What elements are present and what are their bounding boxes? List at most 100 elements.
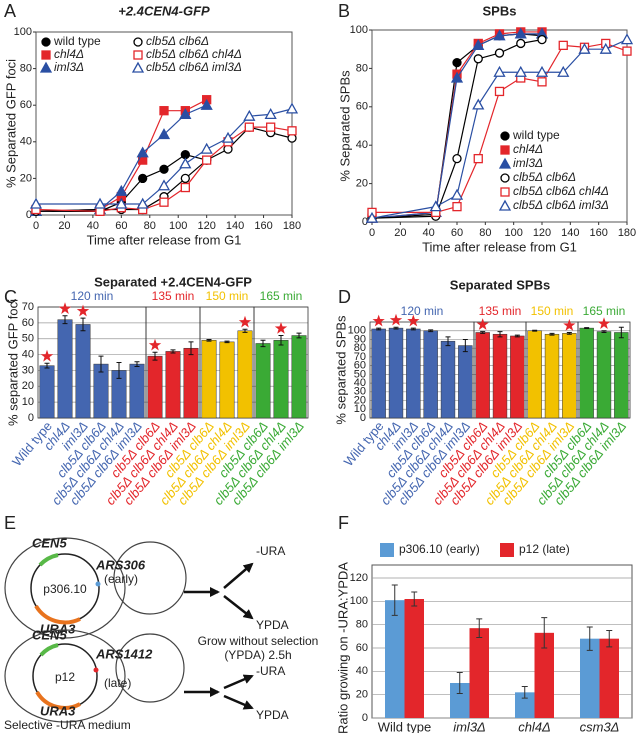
- x-tick-label: 120: [197, 220, 215, 232]
- data-point: [159, 164, 169, 174]
- data-point: [493, 65, 506, 77]
- bar: [544, 333, 560, 419]
- significance-star: [563, 319, 576, 331]
- bar: [614, 332, 629, 419]
- y-tick-label: 40: [22, 348, 34, 360]
- bar: [450, 683, 470, 718]
- data-point: [115, 184, 128, 196]
- x-axis-label: Time after release from G1: [422, 239, 577, 254]
- x-tick-label: 160: [254, 220, 272, 232]
- data-point: [202, 155, 212, 165]
- chart-title: +2.4CEN4-GFP: [118, 3, 210, 18]
- outcome-label: -URA: [256, 544, 285, 558]
- x-tick-label: 100: [169, 220, 187, 232]
- medium-label: Selective -URA medium: [4, 718, 131, 732]
- origin-dot: [95, 581, 101, 587]
- arrow: [223, 595, 254, 620]
- y-tick-label: 40: [356, 665, 368, 677]
- y-tick-label: 100: [350, 24, 368, 36]
- x-tick-label: 180: [618, 227, 636, 239]
- data-point: [93, 197, 107, 209]
- panel-label: E: [4, 513, 16, 533]
- x-tick-label: 20: [58, 220, 70, 232]
- data-point: [578, 42, 591, 54]
- outcome-label: YPDA: [256, 618, 289, 632]
- legend-label: iml3Δ: [513, 156, 543, 170]
- x-tick-label: csm3Δ: [580, 719, 620, 733]
- significance-star: [389, 313, 403, 326]
- data-point: [180, 182, 190, 193]
- y-tick-label: 80: [356, 62, 368, 74]
- x-tick-label: 180: [283, 220, 301, 232]
- legend-label: clb5Δ clb6Δ chl4Δ: [513, 184, 609, 198]
- panel-label: A: [4, 1, 16, 21]
- y-tick-label: 20: [356, 689, 368, 701]
- legend-marker: [500, 145, 510, 155]
- x-tick-label: 80: [144, 220, 156, 232]
- error-bar: [480, 331, 486, 334]
- legend-marker: [500, 187, 510, 197]
- group-label: 165 min: [260, 289, 303, 303]
- legend-marker: [500, 173, 510, 183]
- bar: [201, 340, 217, 419]
- legend-label: chl4Δ: [54, 47, 84, 61]
- data-point: [115, 197, 128, 209]
- y-tick-label: 60: [356, 101, 368, 113]
- y-tick-label: 10: [22, 396, 34, 408]
- significance-star: [148, 338, 162, 351]
- error-bar: [586, 626, 593, 651]
- plasmid-label: p12: [55, 670, 75, 684]
- error-bar: [80, 317, 86, 332]
- bar: [515, 692, 535, 718]
- panel-label: C: [4, 287, 17, 307]
- data-point: [472, 98, 485, 110]
- bar: [596, 331, 612, 419]
- origin-dot: [93, 667, 99, 673]
- data-point: [494, 86, 505, 97]
- data-point: [157, 128, 171, 140]
- legend-label: clb5Δ clb6Δ iml3Δ: [146, 60, 242, 74]
- y-tick-label: 60: [354, 360, 366, 372]
- bar: [404, 599, 424, 718]
- bar: [39, 365, 55, 419]
- significance-star: [76, 304, 90, 317]
- bar: [273, 340, 289, 419]
- x-tick-label: chl4Δ: [518, 719, 551, 733]
- y-tick-label: 20: [22, 380, 34, 392]
- data-point: [622, 46, 632, 56]
- bar: [371, 328, 386, 419]
- origin-label: ARS1412: [95, 646, 153, 661]
- y-axis-label: Ratio growing on -URA:YPDA: [335, 562, 350, 733]
- y-tick-label: 0: [26, 209, 32, 221]
- y-tick-label: 40: [354, 377, 366, 389]
- cen-arc: [39, 643, 59, 657]
- group-label: 150 min: [531, 304, 574, 318]
- error-bar: [549, 332, 555, 336]
- significance-star: [372, 314, 385, 327]
- error-bar: [601, 330, 607, 333]
- y-tick-label: 70: [354, 351, 366, 363]
- data-point: [557, 65, 570, 77]
- data-point: [266, 122, 276, 132]
- y-tick-label: 120: [350, 572, 368, 584]
- data-point: [494, 48, 505, 58]
- bar: [527, 330, 542, 419]
- cell: [4, 537, 126, 639]
- x-tick-label: Wild type: [378, 719, 431, 733]
- data-point: [243, 109, 256, 121]
- data-point: [537, 77, 547, 87]
- error-bar: [116, 362, 122, 379]
- x-tick-label: 20: [394, 227, 406, 239]
- error-bar: [618, 326, 624, 339]
- data-point: [285, 102, 299, 114]
- x-tick-label: 0: [369, 227, 375, 239]
- error-bar: [428, 329, 434, 333]
- bar: [492, 333, 508, 419]
- x-axis-label: Time after release from G1: [87, 232, 242, 247]
- data-point: [136, 197, 149, 209]
- arrow: [223, 562, 254, 589]
- x-tick-label: 40: [423, 227, 435, 239]
- bar: [562, 333, 577, 419]
- error-bar: [541, 617, 548, 649]
- step-label: (YPDA) 2.5h: [224, 648, 291, 662]
